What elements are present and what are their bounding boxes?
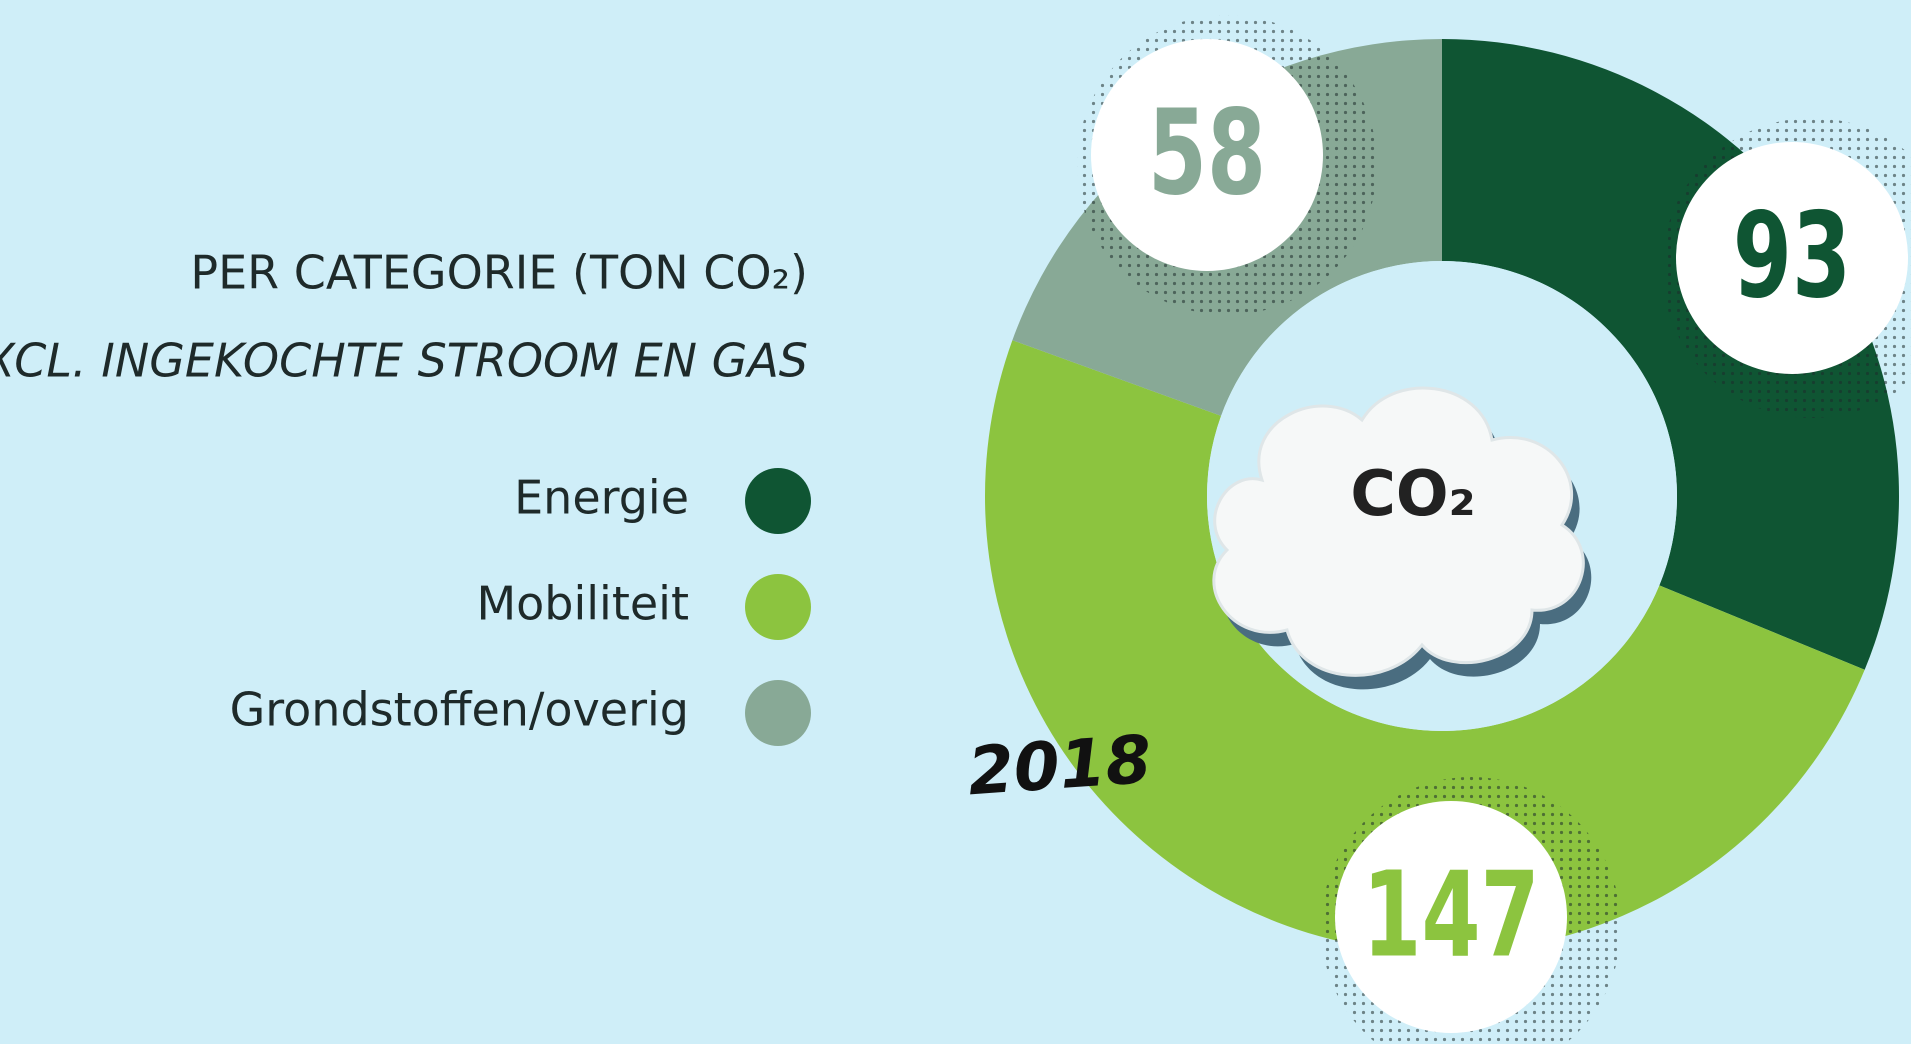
legend-swatch — [745, 468, 811, 534]
legend-swatch — [745, 574, 811, 640]
label-badge — [1335, 801, 1567, 1033]
value-label: 58 — [1148, 86, 1266, 223]
donut-segment — [984, 340, 1865, 954]
legend-label: Grondstoffen/overig — [230, 683, 689, 737]
value-label: 147 — [1362, 848, 1539, 985]
value-label: 93 — [1733, 189, 1851, 326]
chart-title: PER CATEGORIE (TON CO₂) — [190, 246, 808, 300]
year-annotation: 2018 — [965, 721, 1154, 811]
legend-label: Energie — [514, 471, 689, 525]
chart-subtitle: EXCL. INGEKOCHTE STROOM EN GAS — [0, 334, 808, 388]
legend-swatch — [745, 680, 811, 746]
label-badge — [1091, 39, 1323, 271]
center-label: CO₂ — [1350, 457, 1475, 530]
donut: 93 147 58 — [984, 15, 1911, 1044]
legend-label: Mobiliteit — [476, 577, 689, 631]
label-badge — [1676, 142, 1908, 374]
center-cloud: CO₂ — [1212, 386, 1592, 690]
cloud — [1212, 386, 1585, 677]
